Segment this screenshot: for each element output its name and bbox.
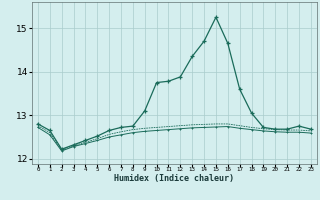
X-axis label: Humidex (Indice chaleur): Humidex (Indice chaleur) xyxy=(115,174,234,183)
